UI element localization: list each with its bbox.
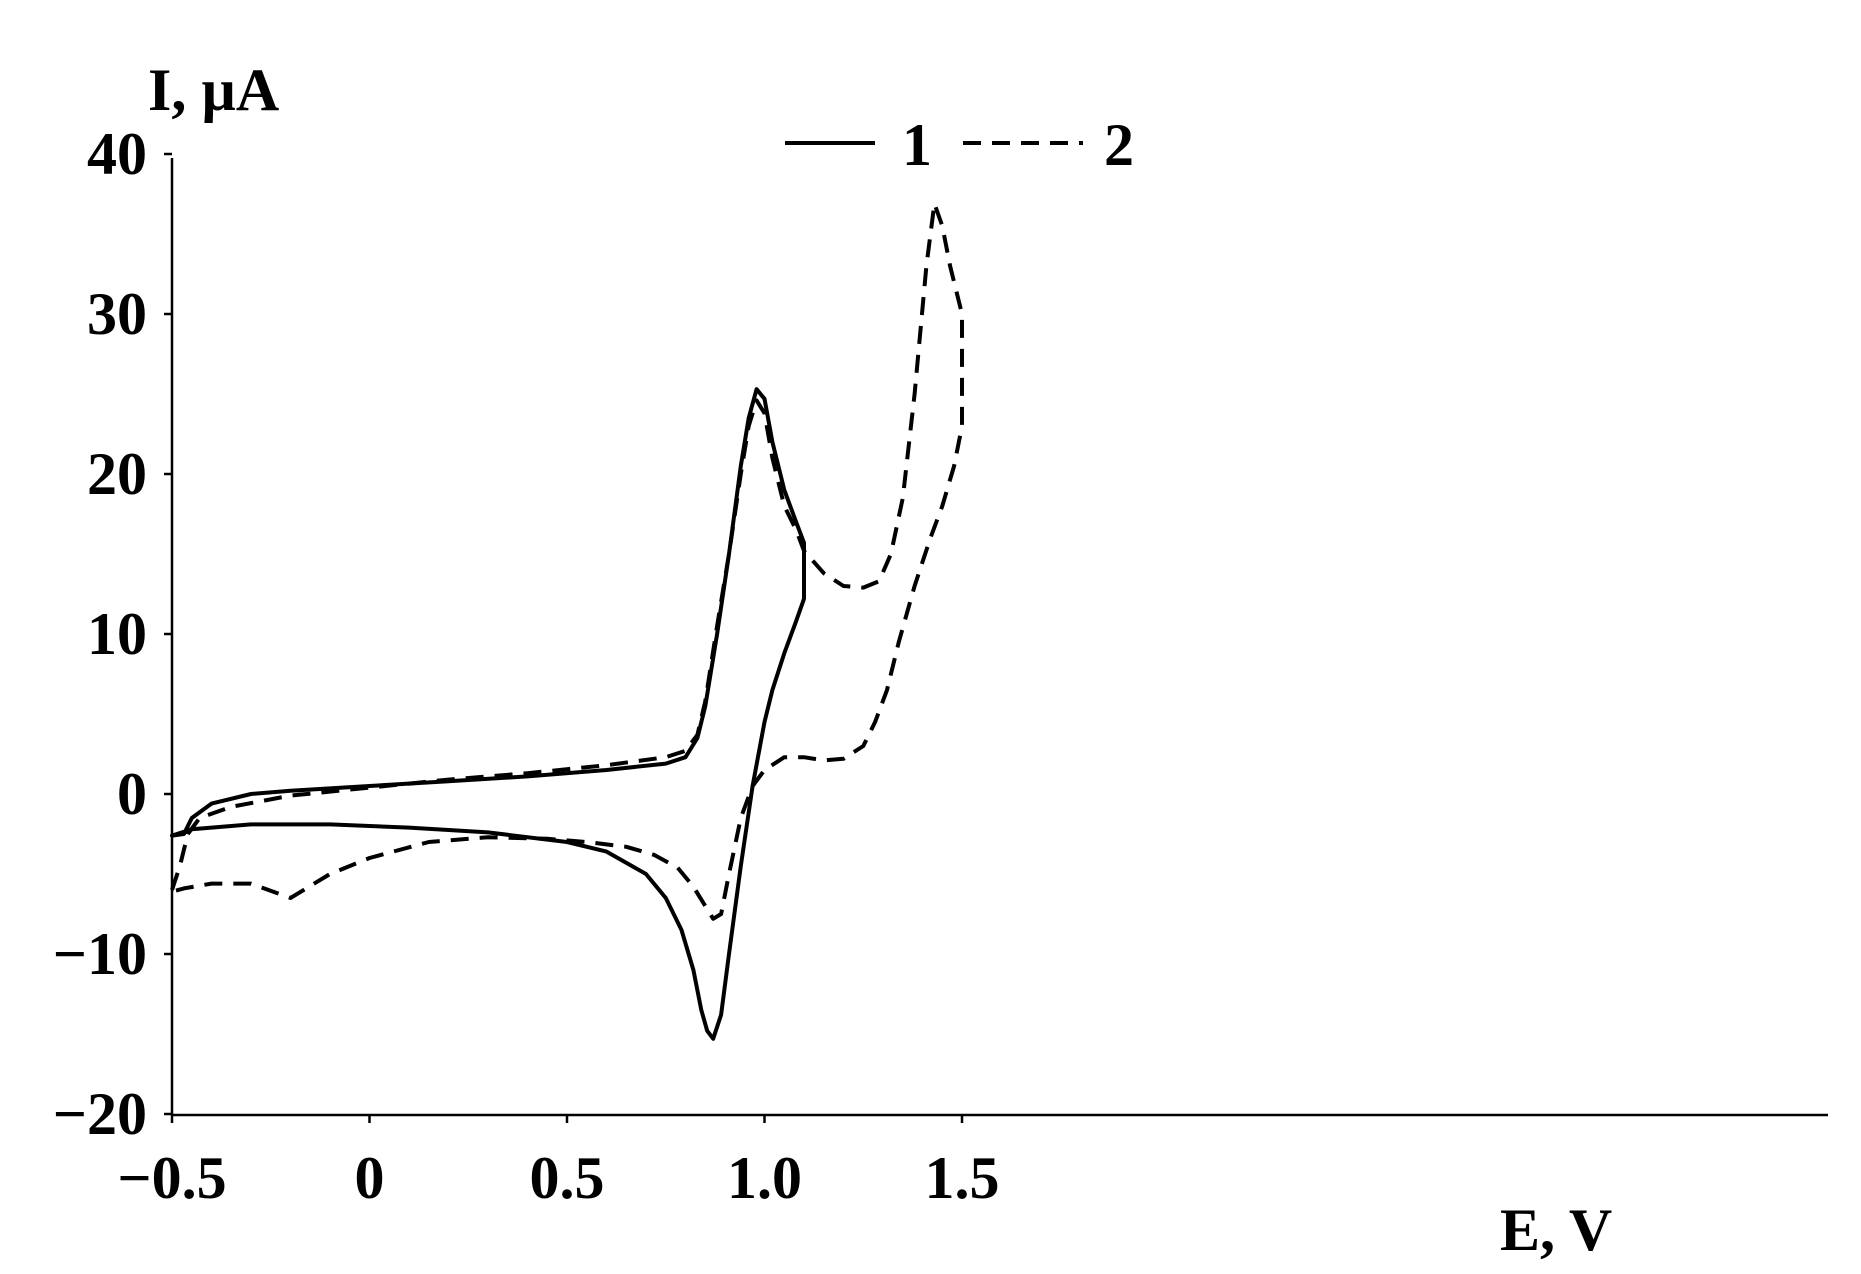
x-tick-label: 0	[355, 1145, 385, 1211]
y-axis-ticks: 40 30 20 10 0 −10 −20	[53, 121, 172, 1147]
legend-label-series-1: 1	[902, 112, 932, 178]
y-tick-label: 30	[87, 281, 147, 347]
x-axis-ticks: −0.5 0 0.5 1.0 1.5	[117, 1115, 1000, 1211]
y-tick-label: 20	[87, 441, 147, 507]
y-tick-label: −10	[53, 921, 147, 987]
x-axis-title: E, V	[1500, 1197, 1612, 1263]
x-tick-label: −0.5	[117, 1145, 226, 1211]
y-tick-label: 10	[87, 601, 147, 667]
y-tick-label: 0	[117, 761, 147, 827]
y-tick-label: −20	[53, 1081, 147, 1147]
series-2-line	[170, 201, 964, 921]
y-axis-title: I, µA	[148, 57, 279, 123]
legend: 1 2	[785, 112, 1134, 178]
x-tick-label: 0.5	[530, 1145, 605, 1211]
legend-label-series-2: 2	[1104, 112, 1134, 178]
y-tick-label: 40	[87, 121, 147, 187]
x-tick-label: 1.0	[727, 1145, 802, 1211]
axes	[170, 158, 1828, 1117]
series-1-line	[170, 387, 806, 1041]
x-tick-label: 1.5	[925, 1145, 1000, 1211]
series-layer	[170, 201, 964, 1041]
